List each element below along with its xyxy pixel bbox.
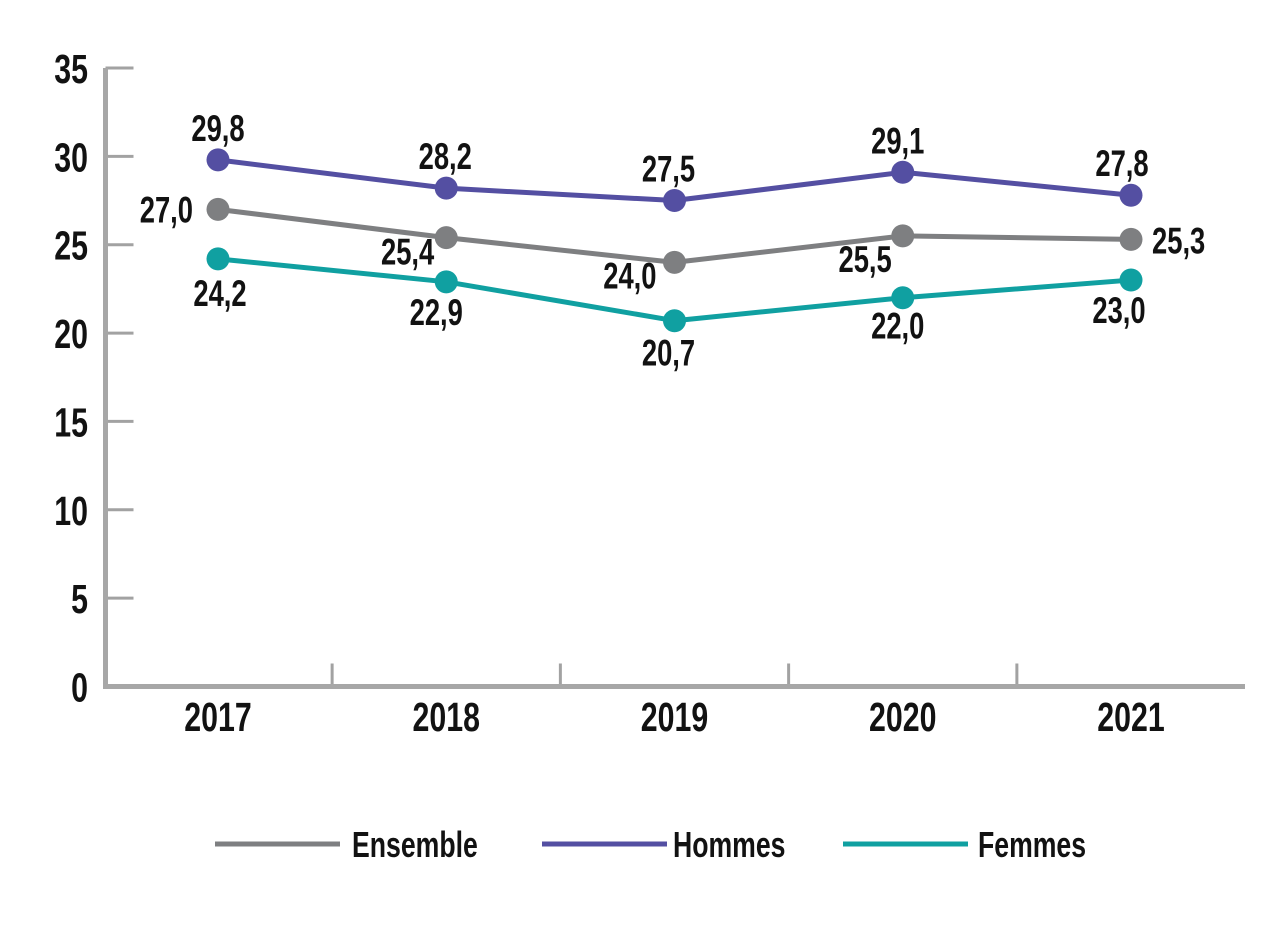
data-point-femmes-2020 <box>891 286 915 310</box>
data-label-hommes-2020: 29,1 <box>871 120 924 161</box>
data-label-femmes-2018-text: 22,9 <box>410 292 463 333</box>
data-label-hommes-2017-text: 29,8 <box>191 108 244 149</box>
legend-item-ensemble: Ensemble <box>215 824 478 865</box>
data-point-ensemble-2020 <box>891 224 915 248</box>
data-label-hommes-2020-text: 29,1 <box>871 120 924 161</box>
data-label-hommes-2018-text: 28,2 <box>419 136 472 177</box>
data-label-femmes-2017-text: 24,2 <box>193 273 246 314</box>
y-tick-label-10: 10 <box>54 487 88 534</box>
point-labels-hommes: 29,8 28,2 27,5 29,1 27,8 <box>191 108 1148 190</box>
y-tick-label-5-text: 5 <box>71 576 88 623</box>
x-tick-label-2017: 2017 <box>184 693 251 740</box>
data-point-hommes-2019 <box>663 189 686 213</box>
axes <box>103 68 1245 689</box>
data-point-ensemble-2019 <box>663 250 686 274</box>
data-point-femmes-2017 <box>206 247 230 271</box>
x-tick-label-2018-text: 2018 <box>413 693 480 740</box>
y-tick-label-20-text: 20 <box>54 311 88 358</box>
data-point-ensemble-2018 <box>434 226 458 250</box>
y-tick-label-25-text: 25 <box>54 222 88 269</box>
data-label-ensemble-2018-text: 25,4 <box>381 232 434 273</box>
y-tick-label-5: 5 <box>71 576 88 623</box>
x-tick-label-2017-text: 2017 <box>184 693 251 740</box>
x-tick-label-2020: 2020 <box>869 693 936 740</box>
y-tick-label-30: 30 <box>54 134 88 181</box>
data-label-hommes-2019: 27,5 <box>642 149 695 190</box>
data-label-hommes-2021: 27,8 <box>1095 143 1148 184</box>
y-tick-label-20: 20 <box>54 311 88 358</box>
data-label-femmes-2021-text: 23,0 <box>1092 290 1145 331</box>
x-tick-label-2019-text: 2019 <box>641 693 708 740</box>
legend-item-femmes: Femmes <box>843 824 1086 865</box>
series-hommes <box>206 148 1143 213</box>
axis-ticks <box>105 66 1019 687</box>
data-point-hommes-2020 <box>891 160 915 184</box>
data-label-ensemble-2017: 27,0 <box>140 189 193 230</box>
x-tick-label-2021-text: 2021 <box>1097 693 1164 740</box>
legend-label-femmes-text: Femmes <box>978 824 1086 865</box>
data-point-femmes-2018 <box>434 270 458 294</box>
x-tick-label-2019: 2019 <box>641 693 708 740</box>
x-tick-label-2020-text: 2020 <box>869 693 936 740</box>
data-label-femmes-2020: 22,0 <box>871 306 924 347</box>
data-label-ensemble-2020-text: 25,5 <box>838 239 891 280</box>
legend-label-femmes: Femmes <box>978 824 1086 865</box>
data-label-femmes-2018: 22,9 <box>410 292 463 333</box>
y-tick-label-35-text: 35 <box>54 45 88 92</box>
data-point-femmes-2019 <box>663 309 686 333</box>
legend-label-hommes-text: Hommes <box>673 824 785 865</box>
data-label-ensemble-2019-text: 24,0 <box>603 255 656 296</box>
y-tick-label-30-text: 30 <box>54 134 88 181</box>
series-femmes <box>206 247 1143 333</box>
data-label-ensemble-2021-text: 25,3 <box>1152 220 1205 261</box>
y-tick-label-10-text: 10 <box>54 487 88 534</box>
legend-label-ensemble: Ensemble <box>352 824 478 865</box>
legend-item-hommes: Hommes <box>542 824 785 865</box>
y-tick-label-35: 35 <box>54 45 88 92</box>
data-point-ensemble-2021 <box>1119 227 1143 251</box>
data-label-hommes-2019-text: 27,5 <box>642 149 695 190</box>
data-label-ensemble-2019: 24,0 <box>603 255 656 296</box>
axis-labels: 0 5 10 15 20 25 30 35 2017 2018 2019 2020 2021 <box>54 45 1164 740</box>
data-point-hommes-2017 <box>206 148 230 172</box>
data-label-ensemble-2017-text: 27,0 <box>140 189 193 230</box>
data-label-hommes-2018: 28,2 <box>419 136 472 177</box>
data-point-femmes-2021 <box>1119 268 1143 292</box>
data-label-ensemble-2020: 25,5 <box>838 239 891 280</box>
point-labels-ensemble: 27,0 25,4 24,0 25,5 25,3 <box>140 189 1206 296</box>
data-label-femmes-2017: 24,2 <box>193 273 246 314</box>
data-label-hommes-2021-text: 27,8 <box>1095 143 1148 184</box>
legend-label-hommes: Hommes <box>673 824 785 865</box>
data-label-femmes-2021: 23,0 <box>1092 290 1145 331</box>
y-tick-label-0: 0 <box>71 664 88 711</box>
y-tick-label-15-text: 15 <box>54 399 88 446</box>
data-label-femmes-2019-text: 20,7 <box>642 333 695 374</box>
point-labels-femmes: 24,2 22,9 20,7 22,0 23,0 <box>193 273 1145 374</box>
series-ensemble <box>206 197 1143 274</box>
chart-legend: Ensemble Hommes Femmes <box>215 824 1086 865</box>
data-label-hommes-2017: 29,8 <box>191 108 244 149</box>
legend-label-ensemble-text: Ensemble <box>352 824 478 865</box>
y-tick-label-25: 25 <box>54 222 88 269</box>
data-label-ensemble-2021: 25,3 <box>1152 220 1205 261</box>
x-tick-label-2018: 2018 <box>413 693 480 740</box>
y-tick-label-15: 15 <box>54 399 88 446</box>
y-tick-label-0-text: 0 <box>71 664 88 711</box>
data-point-hommes-2018 <box>434 176 458 200</box>
data-point-ensemble-2017 <box>206 197 230 221</box>
data-point-hommes-2021 <box>1119 183 1143 207</box>
x-tick-label-2021: 2021 <box>1097 693 1164 740</box>
data-label-femmes-2019: 20,7 <box>642 333 695 374</box>
data-label-ensemble-2018: 25,4 <box>381 232 434 273</box>
data-label-femmes-2020-text: 22,0 <box>871 306 924 347</box>
